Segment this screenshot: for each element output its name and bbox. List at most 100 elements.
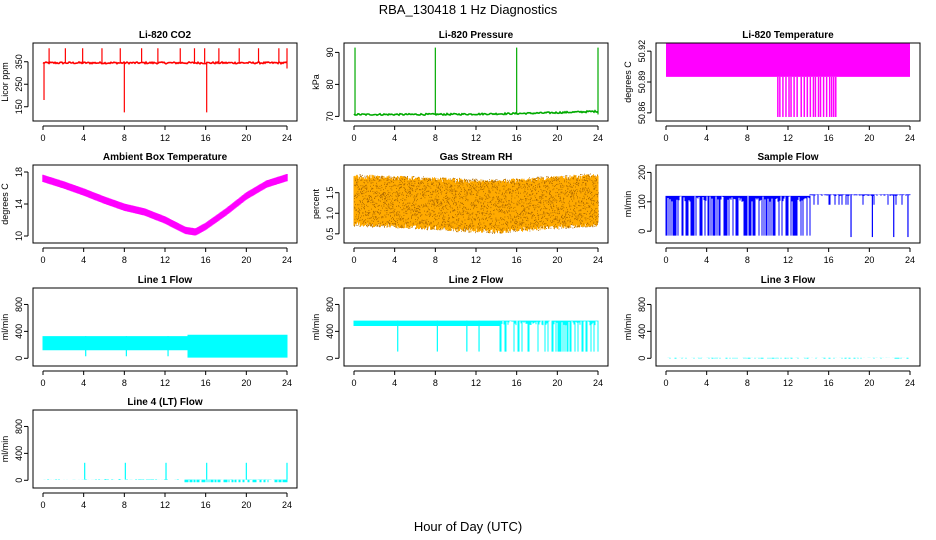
- x-tick-label: 4: [704, 133, 709, 143]
- x-tick-label: 0: [40, 133, 45, 143]
- series-band: [42, 174, 288, 236]
- chart-title: Li-820 Pressure: [439, 30, 514, 41]
- flow-segment: [187, 334, 288, 358]
- series-line-4-flow: [43, 462, 288, 483]
- x-tick-label: 24: [282, 500, 292, 510]
- y-tick-label: 90: [325, 47, 335, 57]
- x-tick-label: 0: [351, 255, 356, 265]
- flow-segment: [42, 336, 189, 351]
- series-line-2-flow: [353, 320, 599, 352]
- x-tick-label: 24: [282, 255, 292, 265]
- rh-points: [353, 174, 599, 234]
- figure-x-axis-label: Hour of Day (UTC): [414, 519, 522, 534]
- series-line: [42, 60, 288, 65]
- y-axis-label: degrees C: [623, 61, 633, 103]
- x-tick-label: 12: [471, 133, 481, 143]
- x-axis: 0 4 8 12 16 20 24: [351, 125, 603, 143]
- y-tick-label: 800: [325, 297, 335, 312]
- flow-segment: [809, 194, 911, 205]
- x-tick-label: 0: [40, 378, 45, 388]
- series-line: [353, 109, 599, 117]
- x-tick-label: 12: [783, 378, 793, 388]
- x-tick-label: 16: [201, 255, 211, 265]
- x-tick-label: 8: [433, 255, 438, 265]
- temperature-band: [666, 42, 910, 77]
- y-axis: 0 400 800: [637, 297, 652, 361]
- x-tick-label: 0: [663, 255, 668, 265]
- x-tick-label: 4: [81, 255, 86, 265]
- y-tick-label: 250: [14, 77, 24, 92]
- y-tick-label: 150: [14, 99, 24, 114]
- x-tick-label: 0: [663, 133, 668, 143]
- y-tick-label: 18: [14, 167, 24, 177]
- y-axis-label: ml/min: [623, 314, 633, 341]
- y-axis-label: ml/min: [311, 314, 321, 341]
- x-tick-label: 20: [864, 378, 874, 388]
- x-tick-label: 20: [864, 255, 874, 265]
- x-tick-label: 0: [351, 133, 356, 143]
- x-tick-label: 4: [392, 255, 397, 265]
- y-tick-label: 50.89: [637, 71, 647, 94]
- x-tick-label: 16: [824, 255, 834, 265]
- plot-frame: [32, 164, 298, 244]
- y-axis-label: ml/min: [0, 314, 10, 341]
- chart-li-820-co2: Li-820 CO2 0 4 8 12 16 20 24 150 250 350 Licor ppm: [0, 30, 298, 143]
- y-axis: 0 400 800: [325, 297, 340, 361]
- y-axis-label: kPa: [311, 74, 321, 90]
- series-sample-flow: [665, 194, 911, 238]
- x-tick-label: 16: [512, 133, 522, 143]
- rh-points-dark: [354, 173, 599, 234]
- y-tick-label: 80: [325, 79, 335, 89]
- plot-frame: [343, 287, 609, 367]
- y-axis: 0.5 1.0 1.5: [325, 186, 340, 241]
- x-tick-label: 24: [905, 255, 915, 265]
- x-tick-label: 8: [122, 378, 127, 388]
- x-tick-label: 8: [745, 378, 750, 388]
- x-tick-label: 24: [905, 133, 915, 143]
- plot-frame: [343, 164, 609, 244]
- x-axis: 0 4 8 12 16 20 24: [40, 125, 292, 143]
- x-tick-label: 12: [160, 378, 170, 388]
- x-tick-label: 8: [433, 378, 438, 388]
- plot-frame: [655, 42, 921, 122]
- chart-line-3-flow: Line 3 Flow 0 4 8 12 16 20 24 0 400 800 ml/min: [623, 275, 921, 388]
- y-tick-label: 50.92: [637, 40, 647, 63]
- plot-frame: [32, 409, 298, 489]
- plot-frame: [655, 164, 921, 244]
- y-axis-label: ml/min: [0, 436, 10, 463]
- x-tick-label: 16: [512, 378, 522, 388]
- y-axis-label: percent: [311, 188, 321, 219]
- y-axis: 70 80 90: [325, 47, 340, 121]
- y-tick-label: 0: [14, 478, 24, 483]
- series-temperature: [666, 42, 910, 117]
- x-tick-label: 24: [905, 378, 915, 388]
- y-axis-label: Licor ppm: [0, 62, 10, 102]
- chart-title: Line 4 (LT) Flow: [127, 397, 203, 408]
- y-tick-label: 0: [325, 356, 335, 361]
- chart-title: Ambient Box Temperature: [103, 152, 228, 163]
- flow-segment: [43, 479, 179, 480]
- y-tick-label: 0.5: [325, 228, 335, 241]
- series-co2: [42, 48, 288, 113]
- y-tick-label: 50.86: [637, 102, 647, 125]
- x-tick-label: 24: [593, 378, 603, 388]
- x-axis: 0 4 8 12 16 20 24: [663, 125, 915, 143]
- chart-line-4-lt-flow: Line 4 (LT) Flow 0 4 8 12 16 20 24 0 400 800 ml/min: [0, 397, 298, 510]
- y-tick-label: 1.5: [325, 186, 335, 199]
- chart-title: Line 2 Flow: [449, 275, 504, 286]
- x-tick-label: 12: [471, 255, 481, 265]
- x-tick-label: 16: [824, 378, 834, 388]
- y-tick-label: 70: [325, 111, 335, 121]
- x-tick-label: 20: [552, 255, 562, 265]
- chart-ambient-box-temperature: Ambient Box Temperature 0 4 8 12 16 20 24 10 14 18…: [0, 152, 298, 265]
- y-axis: 0 400 800: [14, 419, 29, 483]
- x-tick-label: 4: [704, 255, 709, 265]
- chart-title: Li-820 CO2: [139, 30, 192, 41]
- flow-segment: [184, 479, 288, 483]
- x-tick-label: 4: [81, 378, 86, 388]
- y-tick-label: 400: [14, 446, 24, 461]
- chart-title: Gas Stream RH: [440, 152, 513, 163]
- plot-frame: [32, 287, 298, 367]
